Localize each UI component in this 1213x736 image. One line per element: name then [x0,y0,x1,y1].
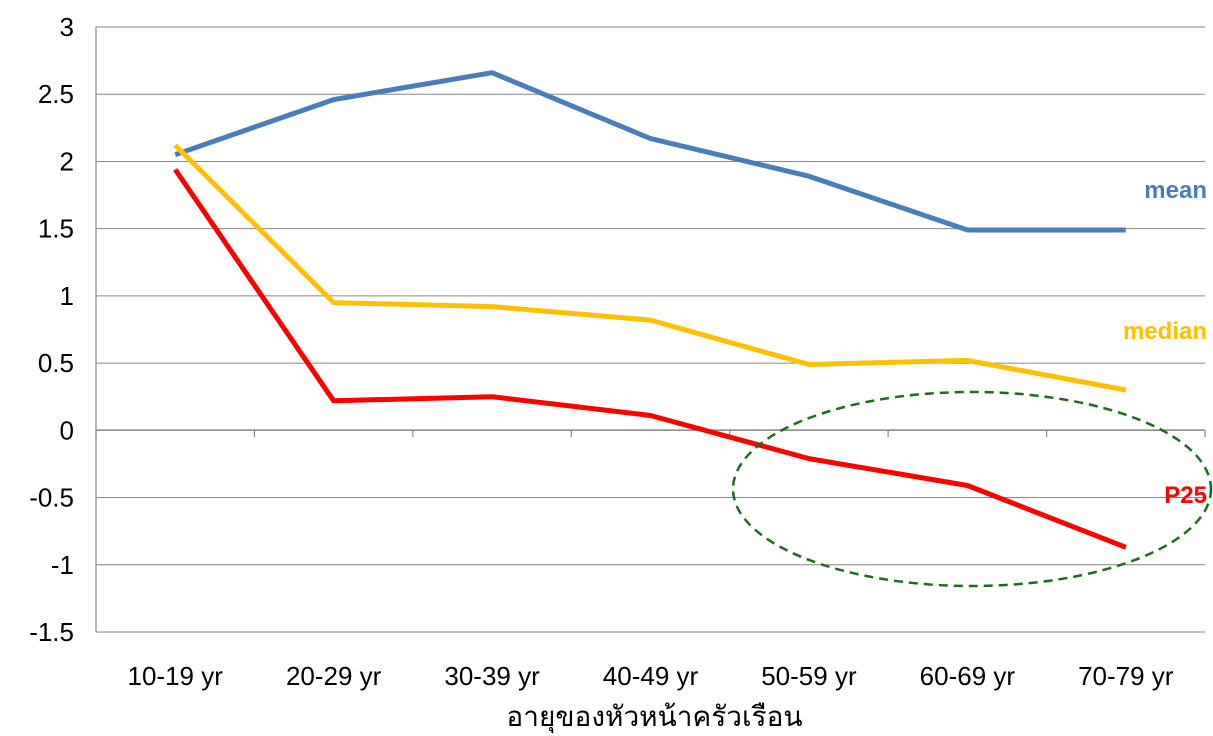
x-tick-label: 20-29 yr [286,661,382,691]
x-tick-label: 30-39 yr [444,661,540,691]
y-tick-label: -1.5 [29,617,74,647]
series-line-mean [174,70,1126,233]
x-tick-labels: 10-19 yr 20-29 yr 30-39 yr 40-49 yr 50-59 yr… [128,661,1174,691]
highlight-ellipse [731,390,1213,588]
y-tick-label: -1 [51,550,74,580]
y-tick-label: 2.5 [38,79,74,109]
x-tick-label: 70-79 yr [1078,661,1174,691]
y-tick-label: 2 [60,146,74,176]
y-tick-label: 1 [60,281,74,311]
series-label-median: median [1123,318,1207,345]
y-tick-labels: 3 2.5 2 1.5 1 0.5 0 -0.5 -1 -1.5 [29,12,74,647]
series-labels: mean median P25 [1123,177,1207,509]
annotations [731,390,1213,588]
y-tick-label: -0.5 [29,483,74,513]
series-lines [173,70,1127,550]
y-tick-label: 0.5 [38,348,74,378]
gridlines [96,26,1205,633]
y-tick-label: 0 [60,415,74,445]
x-axis-title: อายุของหัวหน้าครัวเรือน [506,700,802,734]
y-tick-label: 1.5 [38,214,74,244]
x-tick-label: 50-59 yr [761,661,857,691]
series-line-median [173,143,1127,393]
x-tick-label: 40-49 yr [603,661,699,691]
axes [95,27,1206,632]
x-tick-label: 60-69 yr [920,661,1016,691]
x-tick-label: 10-19 yr [128,661,224,691]
y-tick-label: 3 [60,12,74,42]
series-line-p25 [173,168,1127,550]
series-label-p25: P25 [1164,482,1207,509]
series-label-mean: mean [1144,177,1207,204]
